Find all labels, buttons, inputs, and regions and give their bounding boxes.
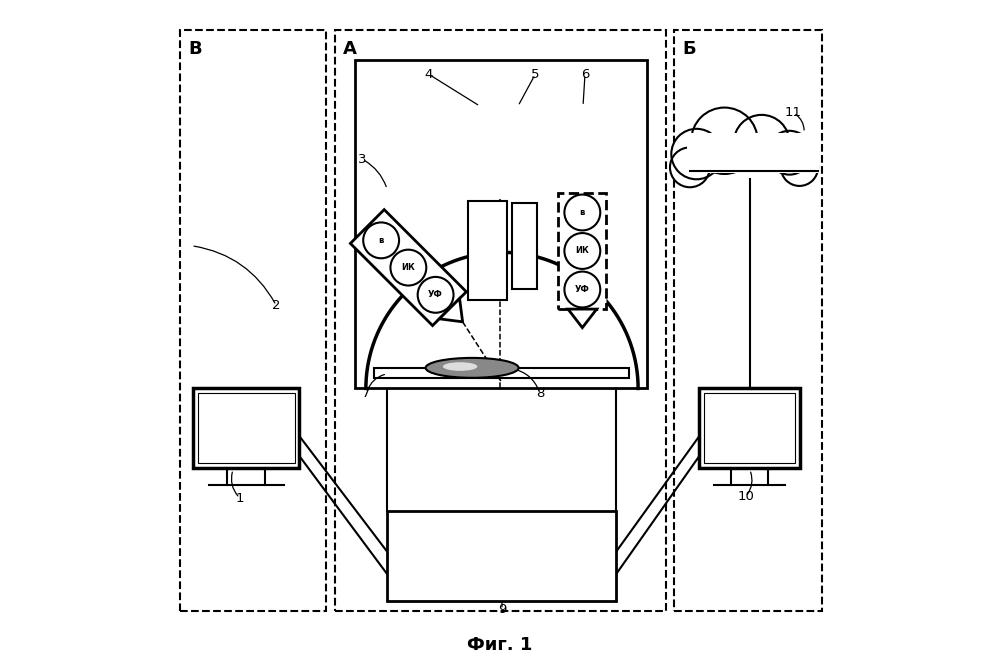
Text: 7: 7: [362, 386, 371, 400]
Polygon shape: [439, 299, 463, 322]
Circle shape: [564, 233, 600, 269]
Polygon shape: [350, 210, 466, 325]
Circle shape: [363, 222, 399, 258]
Text: УФ: УФ: [575, 285, 590, 294]
Ellipse shape: [443, 363, 477, 371]
Text: В: В: [188, 40, 202, 58]
Text: Фиг. 1: Фиг. 1: [467, 636, 533, 655]
Text: Б: Б: [682, 40, 696, 58]
Text: 6: 6: [581, 68, 589, 81]
Bar: [699, 388, 800, 468]
Circle shape: [564, 272, 600, 307]
Bar: [374, 368, 629, 378]
Polygon shape: [568, 309, 597, 328]
Circle shape: [671, 129, 722, 179]
Text: 11: 11: [785, 106, 802, 120]
Text: 9: 9: [498, 603, 506, 616]
Circle shape: [734, 115, 790, 171]
Text: 4: 4: [425, 68, 433, 81]
Circle shape: [418, 277, 454, 313]
Text: 10: 10: [737, 490, 754, 503]
Bar: [468, 201, 507, 300]
Circle shape: [390, 250, 426, 286]
Circle shape: [670, 147, 710, 187]
Bar: [674, 30, 822, 611]
Bar: [180, 30, 326, 611]
Text: А: А: [343, 40, 357, 58]
Bar: [355, 60, 647, 388]
Text: 3: 3: [358, 153, 367, 166]
Text: ИК: ИК: [575, 246, 589, 256]
Ellipse shape: [426, 358, 519, 378]
Text: 1: 1: [235, 491, 244, 505]
Circle shape: [768, 131, 811, 175]
Circle shape: [691, 108, 758, 174]
Text: в: в: [580, 208, 585, 217]
Bar: [704, 393, 795, 463]
Text: 5: 5: [531, 68, 539, 81]
Text: 8: 8: [536, 386, 544, 400]
Circle shape: [564, 195, 600, 230]
Text: в: в: [378, 236, 384, 245]
Text: 2: 2: [272, 299, 280, 312]
Polygon shape: [558, 193, 606, 309]
Circle shape: [781, 149, 818, 186]
Bar: [512, 203, 537, 289]
Text: ИК: ИК: [401, 263, 415, 272]
Bar: [193, 388, 299, 468]
Bar: [198, 393, 295, 463]
Bar: [687, 133, 819, 173]
Bar: [335, 30, 666, 611]
Bar: [387, 511, 616, 601]
Text: УФ: УФ: [428, 290, 443, 299]
